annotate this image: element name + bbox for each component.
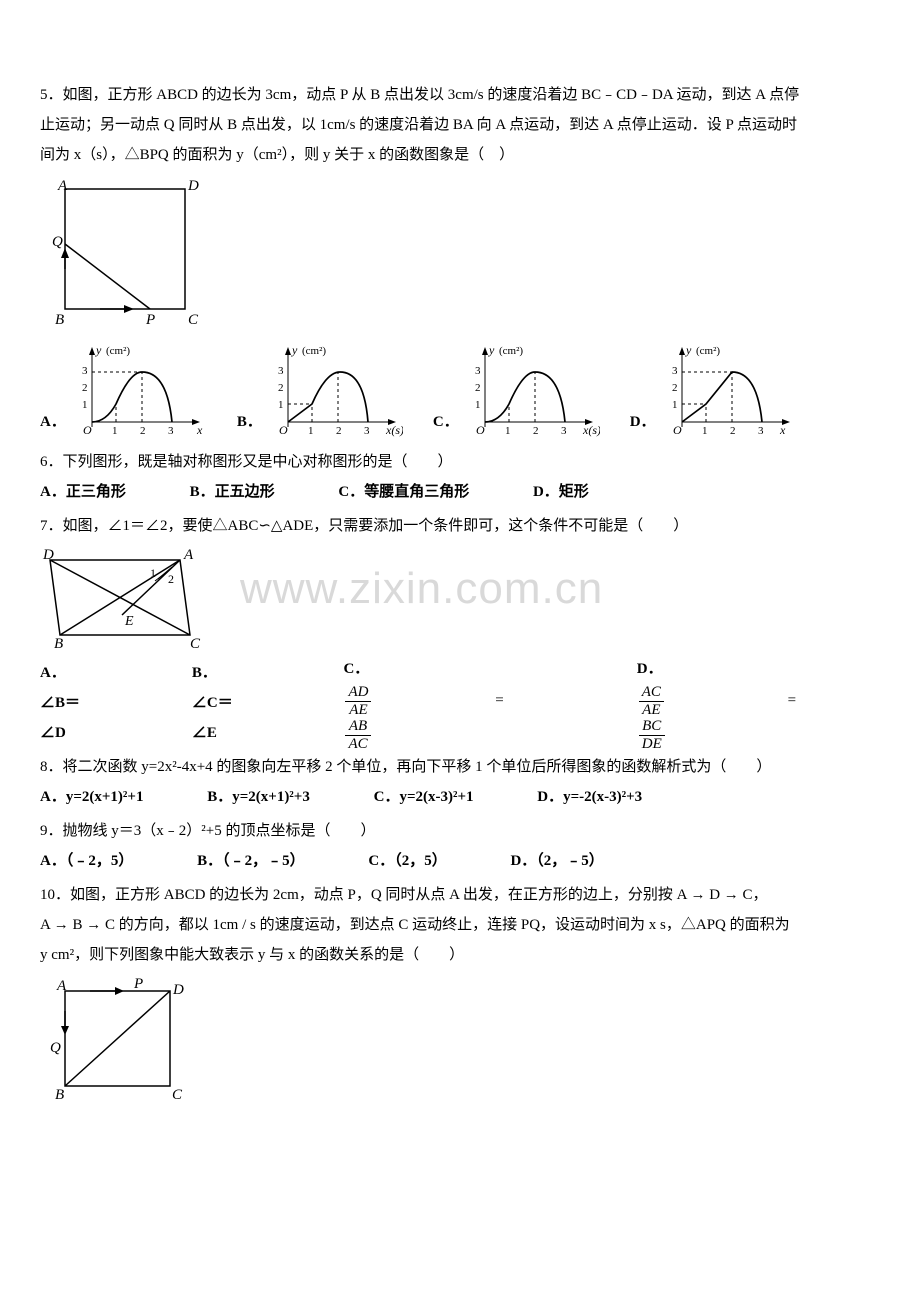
- svg-text:O: O: [673, 423, 682, 437]
- svg-text:2: 2: [730, 425, 736, 437]
- svg-text:y: y: [291, 343, 298, 357]
- svg-text:(cm²): (cm²): [106, 345, 130, 357]
- q5-figure: A D Q B P C: [40, 174, 880, 334]
- svg-text:2: 2: [82, 382, 88, 394]
- svg-text:1: 1: [82, 399, 88, 411]
- svg-text:x: x: [196, 423, 203, 437]
- q10-figure: A P D Q B C: [40, 976, 880, 1106]
- q9-options: A．（﹣2，5） B．（﹣2，﹣5） C．（2，5） D．（2，﹣5）: [40, 846, 880, 876]
- svg-text:3: 3: [82, 365, 88, 377]
- q5-optA: A． y (cm²) x O 1 2 3 1 2 3: [40, 342, 207, 437]
- svg-text:1: 1: [702, 425, 708, 437]
- svg-text:2: 2: [140, 425, 146, 437]
- svg-text:C: C: [172, 1087, 183, 1103]
- q10-line2: A → B → C 的方向，都以 1cm / s 的速度运动，到达点 C 运动终…: [40, 910, 880, 940]
- q6-options: A．正三角形 B．正五边形 C．等腰直角三角形 D．矩形: [40, 477, 880, 507]
- svg-text:O: O: [476, 423, 485, 437]
- svg-text:A: A: [183, 547, 194, 563]
- q7-optD: D． ACAE = BCDE: [637, 654, 820, 752]
- svg-text:1: 1: [475, 399, 481, 411]
- svg-text:3: 3: [278, 365, 284, 377]
- svg-text:3: 3: [364, 425, 370, 437]
- svg-text:(cm²): (cm²): [499, 345, 523, 357]
- q5-optC: C． y (cm²) x(s) O 1 2 3 1 2 3: [433, 342, 600, 437]
- svg-text:x(s): x(s): [385, 423, 403, 437]
- question-9: 9．抛物线 y＝3（x﹣2）²+5 的顶点坐标是（ ） A．（﹣2，5） B．（…: [40, 816, 880, 876]
- svg-text:C: C: [188, 312, 199, 328]
- svg-text:3: 3: [758, 425, 764, 437]
- svg-text:1: 1: [278, 399, 284, 411]
- question-5: 5．如图，正方形 ABCD 的边长为 3cm，动点 P 从 B 点出发以 3cm…: [40, 80, 880, 170]
- svg-text:1: 1: [672, 399, 678, 411]
- q6-text: 6．下列图形，既是轴对称图形又是中心对称图形的是（ ）: [40, 447, 880, 477]
- question-6: 6．下列图形，既是轴对称图形又是中心对称图形的是（ ） A．正三角形 B．正五边…: [40, 447, 880, 507]
- q5-line2: 止运动；另一动点 Q 同时从 B 点出发，以 1cm/s 的速度沿着边 BA 向…: [40, 110, 880, 140]
- svg-text:D: D: [42, 547, 54, 563]
- svg-text:3: 3: [168, 425, 174, 437]
- svg-text:D: D: [187, 178, 199, 194]
- svg-text:B: B: [55, 312, 64, 328]
- svg-text:B: B: [55, 1087, 64, 1103]
- svg-text:P: P: [145, 312, 155, 328]
- svg-text:Q: Q: [52, 234, 63, 250]
- q5-line3: 间为 x（s），△BPQ 的面积为 y（cm²），则 y 关于 x 的函数图象是…: [40, 140, 880, 170]
- svg-text:1: 1: [505, 425, 511, 437]
- q5-options: A． y (cm²) x O 1 2 3 1 2 3 B．: [40, 342, 880, 437]
- svg-text:A: A: [56, 978, 67, 994]
- question-7: 7．如图，∠1＝∠2，要使△ABC∽△ADE，只需要添加一个条件即可，这个条件不…: [40, 511, 880, 541]
- svg-text:2: 2: [475, 382, 481, 394]
- q8-options: A．y=2(x+1)²+1 B．y=2(x+1)²+3 C．y=2(x-3)²+…: [40, 782, 880, 812]
- svg-text:y: y: [685, 343, 692, 357]
- svg-text:x(s): x(s): [582, 423, 600, 437]
- q7-options: A．∠B＝∠D B．∠C＝∠E C． ADAE = ABAC D． ACAE =…: [40, 654, 880, 752]
- svg-text:E: E: [124, 614, 134, 629]
- q10-line3: y cm²，则下列图象中能大致表示 y 与 x 的函数关系的是（ ）: [40, 940, 880, 970]
- svg-text:O: O: [83, 423, 92, 437]
- svg-text:(cm²): (cm²): [696, 345, 720, 357]
- svg-text:(cm²): (cm²): [302, 345, 326, 357]
- svg-text:2: 2: [533, 425, 539, 437]
- svg-text:Q: Q: [50, 1040, 61, 1056]
- svg-text:1: 1: [308, 425, 314, 437]
- svg-text:x: x: [779, 423, 786, 437]
- svg-text:1: 1: [112, 425, 118, 437]
- q5-line1: 5．如图，正方形 ABCD 的边长为 3cm，动点 P 从 B 点出发以 3cm…: [40, 80, 880, 110]
- svg-text:P: P: [133, 976, 143, 992]
- svg-text:C: C: [190, 636, 201, 650]
- svg-text:2: 2: [278, 382, 284, 394]
- q5-optD: D． y (cm²) x O 1 2 3 1 2 3: [630, 342, 797, 437]
- svg-text:3: 3: [475, 365, 481, 377]
- svg-text:O: O: [279, 423, 288, 437]
- svg-text:2: 2: [336, 425, 342, 437]
- q10-line1: 10．如图，正方形 ABCD 的边长为 2cm，动点 P，Q 同时从点 A 出发…: [40, 880, 880, 910]
- question-10: 10．如图，正方形 ABCD 的边长为 2cm，动点 P，Q 同时从点 A 出发…: [40, 880, 880, 970]
- svg-text:3: 3: [672, 365, 678, 377]
- question-8: 8．将二次函数 y=2x²-4x+4 的图象向左平移 2 个单位，再向下平移 1…: [40, 752, 880, 812]
- svg-text:2: 2: [672, 382, 678, 394]
- svg-text:B: B: [54, 636, 63, 650]
- svg-text:A: A: [57, 178, 68, 194]
- q7-optC: C． ADAE = ABAC: [343, 654, 526, 752]
- svg-text:y: y: [95, 343, 102, 357]
- q9-text: 9．抛物线 y＝3（x﹣2）²+5 的顶点坐标是（ ）: [40, 816, 880, 846]
- q5-optB: B． y (cm²) x(s) O 1 2 3 1 2 3: [237, 342, 403, 437]
- svg-text:y: y: [488, 343, 495, 357]
- q7-figure: D A B C E 1 2: [40, 545, 880, 650]
- q8-text: 8．将二次函数 y=2x²-4x+4 的图象向左平移 2 个单位，再向下平移 1…: [40, 752, 880, 782]
- q5-square-svg: A D Q B P C: [40, 174, 200, 334]
- svg-text:2: 2: [168, 572, 174, 586]
- svg-text:1: 1: [150, 566, 156, 580]
- q7-text: 7．如图，∠1＝∠2，要使△ABC∽△ADE，只需要添加一个条件即可，这个条件不…: [40, 511, 880, 541]
- svg-text:3: 3: [561, 425, 567, 437]
- svg-text:D: D: [172, 982, 184, 998]
